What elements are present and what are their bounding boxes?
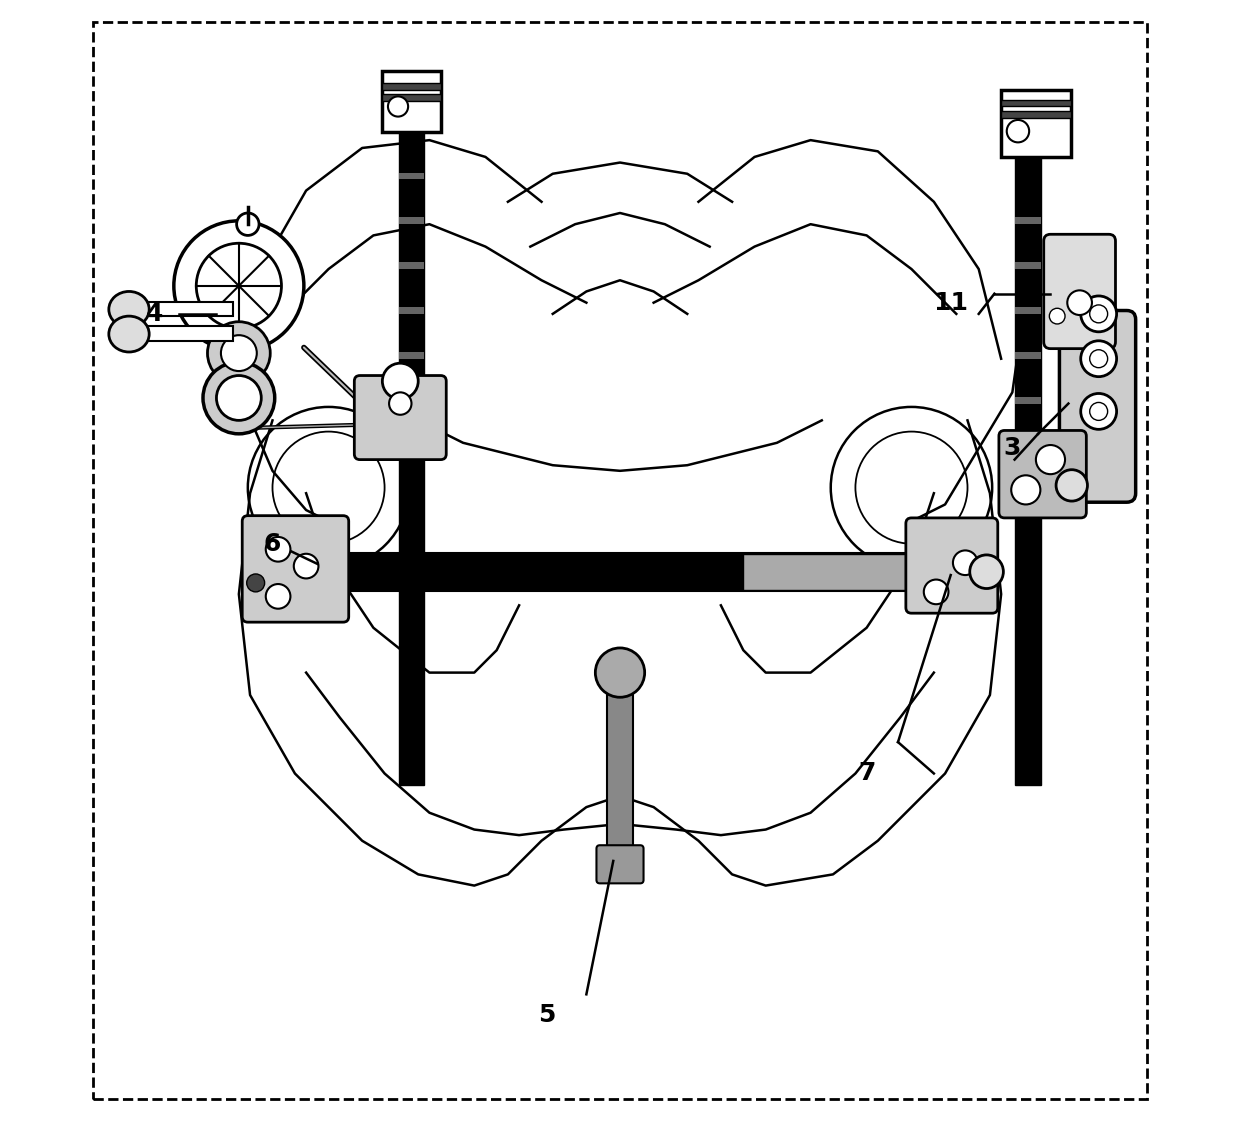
Bar: [1014, 262, 1042, 269]
Circle shape: [1068, 290, 1092, 315]
Text: 11: 11: [934, 290, 968, 315]
Bar: [399, 352, 424, 359]
Ellipse shape: [109, 316, 149, 352]
FancyBboxPatch shape: [242, 516, 348, 622]
Circle shape: [1049, 308, 1065, 324]
Text: 5: 5: [538, 1002, 556, 1027]
Bar: [382, 83, 440, 90]
Ellipse shape: [109, 291, 149, 327]
Circle shape: [1081, 296, 1116, 332]
Circle shape: [1081, 341, 1116, 377]
Bar: [399, 123, 424, 785]
Circle shape: [970, 555, 1003, 589]
Bar: [122, 302, 233, 316]
Bar: [1001, 90, 1070, 157]
Bar: [1001, 100, 1070, 106]
Circle shape: [265, 584, 290, 609]
Bar: [399, 173, 424, 179]
FancyBboxPatch shape: [596, 845, 644, 883]
Circle shape: [265, 537, 290, 562]
FancyBboxPatch shape: [93, 22, 1147, 1099]
Circle shape: [237, 213, 259, 235]
Bar: [1014, 442, 1042, 448]
Circle shape: [389, 392, 412, 415]
Bar: [382, 71, 440, 132]
Circle shape: [382, 363, 418, 399]
Text: 3: 3: [1003, 436, 1021, 461]
Bar: [278, 553, 940, 591]
Circle shape: [217, 376, 262, 420]
Text: 4: 4: [146, 302, 164, 326]
Circle shape: [388, 96, 408, 117]
Bar: [1014, 157, 1042, 785]
Circle shape: [1056, 470, 1087, 501]
Bar: [1014, 307, 1042, 314]
Bar: [399, 217, 424, 224]
Bar: [1014, 352, 1042, 359]
Circle shape: [247, 574, 264, 592]
Bar: [606, 673, 634, 858]
Circle shape: [1035, 445, 1065, 474]
Circle shape: [1090, 305, 1107, 323]
Circle shape: [924, 580, 949, 604]
FancyBboxPatch shape: [906, 518, 998, 613]
Bar: [1001, 111, 1070, 118]
Circle shape: [952, 550, 977, 575]
FancyBboxPatch shape: [1044, 234, 1116, 349]
Bar: [382, 94, 440, 101]
Circle shape: [1081, 393, 1116, 429]
Bar: [399, 262, 424, 269]
FancyBboxPatch shape: [355, 376, 446, 460]
FancyBboxPatch shape: [1059, 311, 1136, 502]
Circle shape: [207, 322, 270, 385]
FancyBboxPatch shape: [999, 430, 1086, 518]
Text: 6: 6: [264, 531, 281, 556]
Circle shape: [294, 554, 319, 578]
Circle shape: [174, 221, 304, 351]
Circle shape: [196, 243, 281, 328]
Bar: [122, 326, 233, 341]
Bar: [399, 307, 424, 314]
Circle shape: [203, 362, 275, 434]
Bar: [1014, 217, 1042, 224]
Circle shape: [595, 648, 645, 697]
Bar: [399, 397, 424, 404]
Circle shape: [1090, 350, 1107, 368]
Circle shape: [1012, 475, 1040, 504]
Bar: [1014, 397, 1042, 404]
Bar: [743, 554, 956, 590]
Circle shape: [1090, 402, 1107, 420]
Circle shape: [1007, 120, 1029, 142]
Circle shape: [221, 335, 257, 371]
Text: 7: 7: [858, 761, 875, 786]
